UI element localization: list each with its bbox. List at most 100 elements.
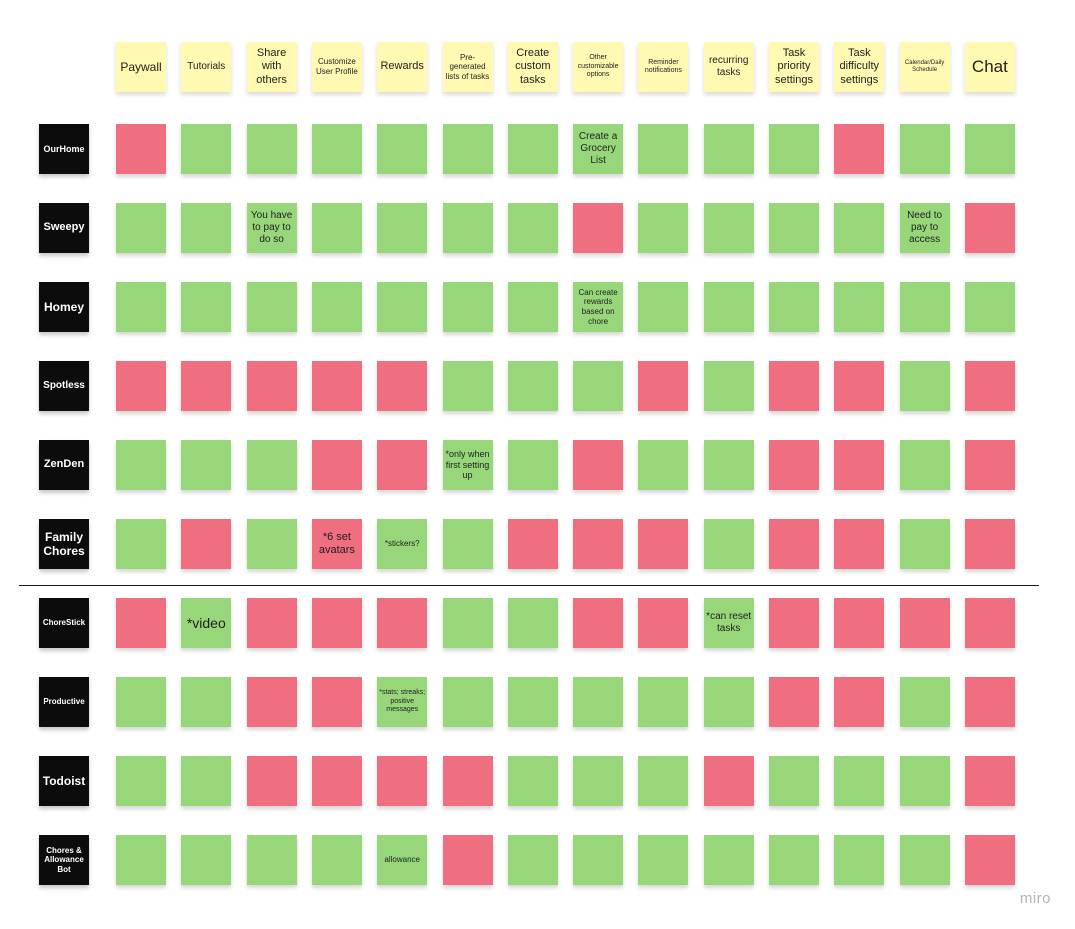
status-note-no[interactable] <box>116 598 166 648</box>
status-note-yes[interactable] <box>703 203 754 253</box>
status-note-no[interactable] <box>834 677 885 727</box>
status-note-yes[interactable] <box>442 203 493 253</box>
status-note-no[interactable] <box>834 519 885 569</box>
status-note-yes[interactable] <box>181 203 232 253</box>
status-note-yes[interactable] <box>181 282 232 332</box>
status-note-yes[interactable] <box>899 361 950 411</box>
status-note-yes[interactable] <box>181 677 232 727</box>
status-note-yes[interactable] <box>246 440 297 490</box>
status-note-no[interactable] <box>246 677 297 727</box>
status-note-yes[interactable] <box>769 756 819 806</box>
status-note-no[interactable] <box>769 519 819 569</box>
status-note-yes[interactable] <box>769 203 819 253</box>
status-note-no[interactable] <box>573 598 624 648</box>
status-note-yes[interactable] <box>703 519 754 569</box>
status-note-yes[interactable] <box>834 203 885 253</box>
status-note-yes[interactable] <box>638 203 689 253</box>
status-note-no[interactable] <box>573 440 624 490</box>
status-note-yes[interactable] <box>703 361 754 411</box>
row-label-chores-allowance-bot[interactable]: Chores & Allowance Bot <box>39 835 89 885</box>
status-note-no[interactable] <box>442 835 493 885</box>
status-note-yes[interactable] <box>638 440 689 490</box>
status-note-yes[interactable] <box>507 361 558 411</box>
status-note-no[interactable] <box>377 440 428 490</box>
status-note-no[interactable] <box>769 440 819 490</box>
status-note-yes[interactable] <box>116 519 166 569</box>
status-note-yes[interactable] <box>246 835 297 885</box>
status-note-no[interactable] <box>769 361 819 411</box>
status-note-yes[interactable] <box>181 440 232 490</box>
status-note-yes[interactable] <box>507 124 558 174</box>
status-note-yes[interactable]: *can reset tasks <box>703 598 754 648</box>
status-note-yes[interactable] <box>964 124 1015 174</box>
status-note-yes[interactable] <box>311 282 362 332</box>
status-note-no[interactable]: *6 set avatars <box>311 519 362 569</box>
status-note-yes[interactable] <box>899 756 950 806</box>
status-note-yes[interactable] <box>442 124 493 174</box>
status-note-yes[interactable]: Need to pay to access <box>899 203 950 253</box>
status-note-yes[interactable] <box>116 677 166 727</box>
status-note-yes[interactable] <box>769 124 819 174</box>
status-note-yes[interactable] <box>442 598 493 648</box>
status-note-yes[interactable] <box>703 677 754 727</box>
header-note-create-custom-tasks[interactable]: Create custom tasks <box>507 42 558 92</box>
status-note-yes[interactable] <box>573 677 624 727</box>
status-note-yes[interactable] <box>246 282 297 332</box>
status-note-yes[interactable] <box>964 282 1015 332</box>
header-note-calendar-daily-schedule[interactable]: Calendar/Daily Schedule <box>899 42 950 92</box>
status-note-no[interactable] <box>311 756 362 806</box>
header-note-recurring-tasks[interactable]: recurring tasks <box>703 42 754 92</box>
status-note-no[interactable] <box>834 124 885 174</box>
status-note-no[interactable] <box>638 361 689 411</box>
status-note-no[interactable] <box>964 203 1015 253</box>
header-note-reminder-notifications[interactable]: Reminder notifications <box>638 42 689 92</box>
status-note-yes[interactable] <box>507 756 558 806</box>
status-note-yes[interactable] <box>311 203 362 253</box>
status-note-yes[interactable] <box>442 519 493 569</box>
status-note-yes[interactable] <box>834 756 885 806</box>
status-note-no[interactable] <box>638 598 689 648</box>
status-note-yes[interactable] <box>638 835 689 885</box>
status-note-no[interactable] <box>181 361 232 411</box>
status-note-no[interactable] <box>769 677 819 727</box>
status-note-yes[interactable] <box>899 677 950 727</box>
status-note-yes[interactable]: *only when first setting up <box>442 440 493 490</box>
status-note-no[interactable] <box>964 598 1015 648</box>
status-note-no[interactable] <box>311 598 362 648</box>
status-note-yes[interactable] <box>377 124 428 174</box>
status-note-no[interactable] <box>899 598 950 648</box>
status-note-yes[interactable] <box>638 124 689 174</box>
row-label-sweepy[interactable]: Sweepy <box>39 203 89 253</box>
status-note-yes[interactable] <box>377 282 428 332</box>
status-note-no[interactable] <box>769 598 819 648</box>
header-note-other-customizable-options[interactable]: Other customizable options <box>573 42 624 92</box>
status-note-yes[interactable] <box>181 835 232 885</box>
status-note-no[interactable] <box>311 361 362 411</box>
status-note-yes[interactable] <box>116 835 166 885</box>
status-note-yes[interactable]: *stickers? <box>377 519 428 569</box>
status-note-yes[interactable]: *video <box>181 598 232 648</box>
status-note-yes[interactable] <box>116 756 166 806</box>
status-note-no[interactable] <box>964 519 1015 569</box>
status-note-no[interactable] <box>246 756 297 806</box>
status-note-yes[interactable] <box>834 835 885 885</box>
status-note-no[interactable] <box>246 598 297 648</box>
status-note-yes[interactable] <box>377 203 428 253</box>
status-note-no[interactable] <box>116 124 166 174</box>
status-note-no[interactable] <box>834 361 885 411</box>
status-note-yes[interactable] <box>246 519 297 569</box>
status-note-yes[interactable] <box>834 282 885 332</box>
header-note-paywall[interactable]: Paywall <box>116 42 166 92</box>
status-note-yes[interactable]: allowance <box>377 835 428 885</box>
status-note-yes[interactable] <box>703 835 754 885</box>
status-note-no[interactable] <box>377 756 428 806</box>
status-note-yes[interactable] <box>507 203 558 253</box>
row-label-productive[interactable]: Productive <box>39 677 89 727</box>
status-note-yes[interactable] <box>638 677 689 727</box>
header-note-rewards[interactable]: Rewards <box>377 42 428 92</box>
status-note-yes[interactable] <box>899 282 950 332</box>
status-note-yes[interactable] <box>507 677 558 727</box>
status-note-yes[interactable] <box>116 440 166 490</box>
status-note-yes[interactable] <box>507 282 558 332</box>
row-label-homey[interactable]: Homey <box>39 282 89 332</box>
